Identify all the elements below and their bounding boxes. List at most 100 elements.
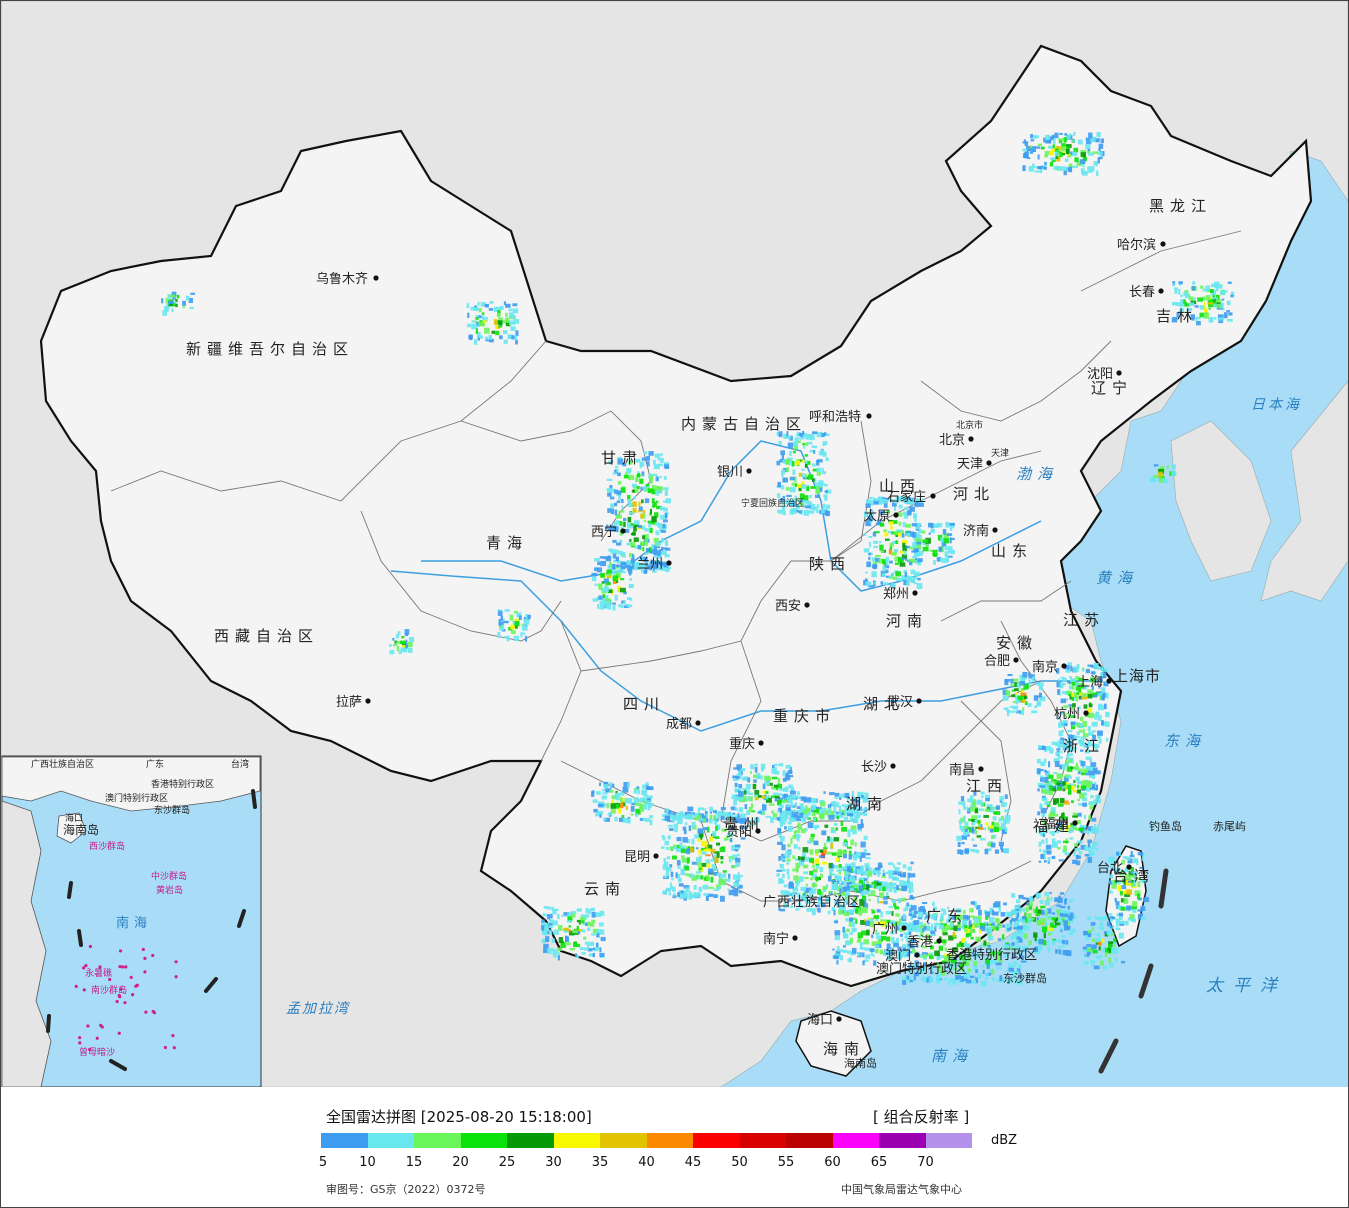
radar-echo [790,817,796,822]
radar-echo [789,435,793,441]
city-dot [914,952,920,958]
radar-echo [592,598,599,602]
radar-echo [651,484,656,491]
inset-label-nansha: 南沙群岛 [91,984,127,996]
radar-echo [973,844,978,847]
radar-echo [1108,913,1113,916]
radar-echo [848,884,855,887]
radar-echo [922,539,929,544]
radar-echo [1080,152,1086,158]
radar-echo [654,488,660,491]
radar-echo [1081,668,1085,672]
radar-echo [1044,748,1047,752]
radar-echo [729,858,732,863]
radar-echo [623,782,629,787]
radar-echo [1004,679,1009,686]
radar-echo [549,924,553,929]
radar-echo [838,805,842,811]
radar-echo [607,589,613,593]
radar-echo [816,907,821,912]
radar-echo [940,955,946,959]
radar-echo [745,783,751,790]
radar-echo [842,949,848,953]
radar-echo [1183,299,1186,304]
radar-echo [671,886,676,892]
radar-echo [757,811,764,814]
radar-echo [971,829,975,834]
radar-echo [893,903,897,907]
radar-echo [832,955,839,959]
radar-echo [1076,161,1083,167]
radar-echo [661,567,667,571]
radar-echo [824,824,829,828]
radar-echo [1067,905,1071,910]
radar-echo [1061,825,1064,830]
radar-echo [922,945,927,949]
radar-echo [1062,949,1069,956]
radar-echo [1090,795,1094,799]
radar-echo [190,292,196,295]
radar-echo [729,813,734,818]
radar-echo [802,495,809,501]
radar-echo [923,965,927,971]
radar-echo [863,835,868,841]
radar-echo [1083,960,1089,965]
radar-echo [995,805,1000,810]
radar-echo [610,508,615,515]
radar-echo [833,809,837,814]
radar-echo [394,640,398,644]
radar-echo [717,814,721,820]
radar-echo [1097,733,1102,739]
radar-echo [933,906,938,910]
radar-echo [603,573,606,579]
radar-echo [1057,722,1063,728]
radar-echo [581,919,585,924]
radar-echo [902,944,907,947]
radar-echo [914,555,919,558]
radar-echo [881,875,887,878]
radar-echo [811,445,817,449]
radar-echo [918,937,923,941]
radar-echo [740,837,746,840]
radar-echo [643,519,646,523]
radar-echo [1050,807,1056,813]
radar-echo [971,801,977,808]
radar-echo [1069,739,1072,743]
radar-echo [890,525,893,530]
radar-echo [815,488,821,494]
radar-echo [859,900,865,907]
city-dot [936,938,942,944]
radar-echo [599,600,606,605]
radar-echo [871,870,877,874]
radar-echo [513,635,519,641]
radar-echo [1031,146,1037,153]
radar-echo [811,798,817,804]
radar-echo [973,799,976,804]
radar-echo [788,784,793,789]
radar-echo [1017,952,1022,955]
inset-label-dongsha: 东沙群岛 [154,804,190,816]
radar-echo [609,485,613,490]
radar-echo [1131,883,1136,887]
radar-echo [1020,924,1027,927]
radar-echo [868,499,874,506]
radar-echo [910,576,916,583]
radar-echo [1043,166,1047,170]
radar-echo [963,972,970,979]
radar-echo [1098,704,1104,711]
label-sichuan: 四川 [623,695,665,713]
radar-echo [722,870,727,873]
radar-echo [950,921,954,925]
radar-echo [1027,703,1032,707]
radar-echo [1021,697,1027,703]
radar-echo [788,882,795,889]
radar-echo [906,576,913,582]
radar-echo [728,873,731,879]
radar-echo [888,873,893,879]
radar-echo [821,807,827,811]
radar-echo [731,797,734,800]
radar-echo [682,826,687,831]
radar-echo [543,929,548,936]
radar-echo [783,854,786,857]
radar-echo [786,431,789,437]
